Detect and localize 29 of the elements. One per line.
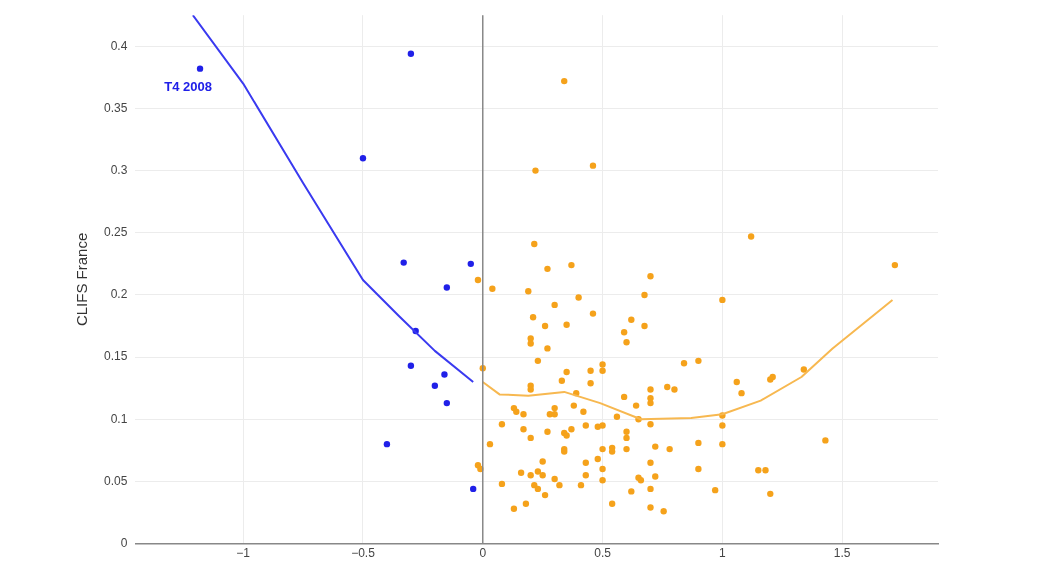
annotation: T4 2008: [164, 78, 212, 94]
point: [196, 65, 204, 72]
x-tick-label: 0.5: [594, 546, 612, 561]
point: [431, 382, 439, 389]
point: [441, 371, 448, 378]
y-tick-label: 0.2: [110, 287, 128, 302]
y-tick-label: 0.3: [110, 162, 128, 177]
x-tick-label: 0: [479, 546, 487, 561]
point: [469, 485, 477, 493]
y-tick-label: 0.4: [110, 38, 128, 53]
y-tick-label: 0.1: [110, 411, 128, 426]
point: [467, 260, 474, 268]
x-tick-label: −0.5: [351, 546, 376, 561]
point: [443, 399, 451, 407]
point: [443, 284, 451, 291]
y-tick-label: 0: [120, 535, 128, 550]
point: [407, 50, 415, 57]
x-tick-label: 1: [719, 546, 727, 561]
y-tick-label: 0.25: [104, 225, 128, 240]
y-tick-label: 0.05: [104, 473, 128, 488]
point: [400, 259, 407, 266]
y-tick-label: 0.35: [104, 100, 128, 115]
point: [383, 440, 391, 448]
point: [359, 154, 367, 162]
y-axis-title: CLIFS France: [73, 232, 91, 327]
point: [407, 362, 415, 370]
y-tick-label: 0.15: [104, 349, 128, 364]
x-tick-label: 1.5: [833, 546, 851, 561]
x-tick-label: −1: [236, 546, 251, 561]
